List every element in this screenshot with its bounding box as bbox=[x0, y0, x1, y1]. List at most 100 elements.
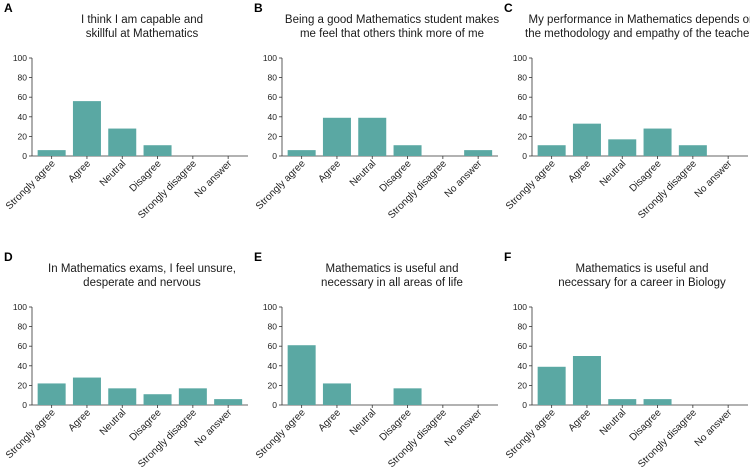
y-tick-label: 80 bbox=[268, 73, 278, 83]
category-label: Agree bbox=[316, 158, 343, 185]
category-label: No answer bbox=[693, 158, 735, 200]
chart-title-line: My performance in Mathematics depends on bbox=[529, 14, 750, 26]
y-tick-label: 0 bbox=[22, 400, 27, 410]
bar-neutral bbox=[108, 388, 137, 405]
bar-strongly-agree bbox=[287, 150, 316, 156]
y-tick-label: 100 bbox=[263, 302, 277, 312]
y-tick-label: 20 bbox=[518, 131, 528, 141]
category-label: Agree bbox=[316, 407, 343, 434]
bar-disagree bbox=[393, 388, 422, 405]
y-tick-label: 40 bbox=[268, 361, 278, 371]
panel-letter: C bbox=[504, 1, 513, 15]
chart-panel-b: B Being a good Mathematics student makes m… bbox=[254, 1, 499, 221]
category-label: No answer bbox=[193, 158, 235, 200]
bar-disagree bbox=[143, 394, 172, 405]
category-label: Strongly agree bbox=[4, 407, 58, 461]
y-tick-label: 60 bbox=[268, 92, 278, 102]
y-tick-label: 40 bbox=[268, 112, 278, 122]
y-tick-label: 0 bbox=[272, 151, 277, 161]
category-label: Neutral bbox=[598, 158, 629, 189]
y-tick-label: 100 bbox=[13, 302, 27, 312]
y-tick-label: 100 bbox=[13, 53, 27, 63]
y-tick-label: 60 bbox=[268, 341, 278, 351]
bar-strongly-agree bbox=[37, 383, 66, 405]
category-label: Strongly agree bbox=[4, 158, 58, 212]
category-label: Neutral bbox=[98, 407, 129, 438]
chart-title-line: I think I am capable and bbox=[81, 14, 203, 26]
bar-strongly-disagree bbox=[178, 388, 207, 405]
chart-title-line: Mathematics is useful and bbox=[576, 263, 709, 275]
y-tick-label: 20 bbox=[518, 380, 528, 390]
y-tick-label: 80 bbox=[268, 322, 278, 332]
chart-panel-e: E Mathematics is useful and necessary in a… bbox=[254, 250, 498, 470]
y-tick-label: 60 bbox=[518, 92, 528, 102]
category-label: No answer bbox=[443, 407, 485, 449]
y-tick-label: 40 bbox=[518, 112, 528, 122]
bar-neutral bbox=[358, 117, 387, 156]
y-tick-label: 0 bbox=[522, 400, 527, 410]
y-tick-label: 100 bbox=[513, 53, 527, 63]
category-label: Neutral bbox=[348, 158, 379, 189]
chart-panel-c: C My performance in Mathematics depends o… bbox=[504, 1, 750, 221]
bar-neutral bbox=[608, 399, 637, 405]
panel-letter: F bbox=[504, 250, 511, 264]
y-tick-label: 60 bbox=[18, 92, 28, 102]
panel-letter: E bbox=[254, 250, 262, 264]
category-label: Neutral bbox=[598, 407, 629, 438]
y-tick-label: 20 bbox=[18, 131, 28, 141]
bar-agree bbox=[322, 117, 351, 156]
y-tick-label: 0 bbox=[522, 151, 527, 161]
chart-panel-f: F Mathematics is useful and necessary for … bbox=[504, 250, 748, 470]
category-label: Strongly agree bbox=[504, 158, 558, 212]
bar-disagree bbox=[643, 399, 672, 405]
chart-title-line: Being a good Mathematics student makes bbox=[285, 14, 499, 26]
chart-title-line: desperate and nervous bbox=[83, 277, 201, 289]
category-label: No answer bbox=[443, 158, 485, 200]
y-tick-label: 20 bbox=[18, 380, 28, 390]
bar-agree bbox=[572, 356, 601, 405]
y-tick-label: 80 bbox=[518, 73, 528, 83]
y-tick-label: 100 bbox=[263, 53, 277, 63]
category-label: Disagree bbox=[378, 158, 414, 194]
bar-strongly-agree bbox=[537, 366, 566, 405]
bar-agree bbox=[322, 383, 351, 405]
bar-agree bbox=[72, 101, 101, 156]
category-label: Disagree bbox=[128, 158, 164, 194]
y-tick-label: 20 bbox=[268, 131, 278, 141]
y-tick-label: 80 bbox=[18, 322, 28, 332]
bar-no-answer bbox=[214, 399, 243, 405]
y-tick-label: 40 bbox=[18, 112, 28, 122]
bar-disagree bbox=[643, 128, 672, 156]
category-label: Disagree bbox=[628, 407, 664, 443]
bar-neutral bbox=[108, 128, 137, 156]
chart-title-line: necessary in all areas of life bbox=[321, 277, 463, 289]
bar-strongly-agree bbox=[287, 345, 316, 405]
y-tick-label: 0 bbox=[272, 400, 277, 410]
bar-no-answer bbox=[464, 150, 493, 156]
bar-disagree bbox=[143, 145, 172, 156]
category-label: Strongly agree bbox=[254, 158, 308, 212]
chart-title-line: necessary for a career in Biology bbox=[558, 277, 726, 289]
chart-title-line: the methodology and empathy of the teach… bbox=[525, 28, 750, 40]
chart-panel-a: A I think I am capable and skillful at Mat… bbox=[4, 1, 248, 221]
category-label: No answer bbox=[193, 407, 235, 449]
panel-letter: B bbox=[254, 1, 263, 15]
bar-agree bbox=[72, 377, 101, 405]
y-tick-label: 60 bbox=[18, 341, 28, 351]
category-label: Disagree bbox=[378, 407, 414, 443]
chart-title-line: me feel that others think more of me bbox=[300, 28, 484, 40]
y-tick-label: 80 bbox=[518, 322, 528, 332]
category-label: Disagree bbox=[628, 158, 664, 194]
bar-strongly-agree bbox=[537, 145, 566, 156]
category-label: Neutral bbox=[98, 158, 129, 189]
y-tick-label: 0 bbox=[22, 151, 27, 161]
chart-title-line: skillful at Mathematics bbox=[86, 28, 199, 40]
category-label: No answer bbox=[693, 407, 735, 449]
category-label: Strongly agree bbox=[254, 407, 308, 461]
bar-agree bbox=[572, 123, 601, 156]
y-tick-label: 40 bbox=[18, 361, 28, 371]
category-label: Agree bbox=[66, 158, 93, 185]
bar-strongly-disagree bbox=[678, 145, 707, 156]
y-tick-label: 40 bbox=[518, 361, 528, 371]
